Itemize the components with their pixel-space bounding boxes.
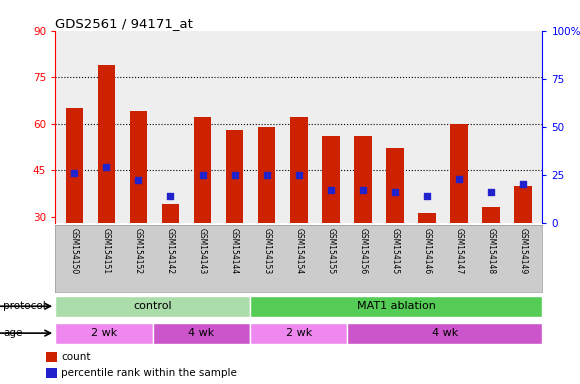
Text: GSM154152: GSM154152	[134, 228, 143, 274]
Text: GSM154142: GSM154142	[166, 228, 175, 274]
Bar	[55, 323, 153, 344]
Text: 4 wk: 4 wk	[432, 328, 458, 338]
Bar	[250, 323, 347, 344]
Text: 2 wk: 2 wk	[285, 328, 312, 338]
Text: count: count	[61, 352, 90, 362]
Text: GSM154143: GSM154143	[198, 228, 207, 274]
Text: GSM154156: GSM154156	[358, 228, 367, 274]
Point	[102, 164, 111, 170]
Text: GSM154153: GSM154153	[262, 228, 271, 274]
Point	[519, 181, 528, 187]
Point	[454, 175, 463, 182]
Point	[134, 177, 143, 184]
Bar	[97, 65, 115, 223]
Bar	[250, 296, 542, 317]
Bar	[322, 136, 339, 223]
Point	[262, 172, 271, 178]
Bar	[450, 124, 468, 223]
Text: protocol: protocol	[3, 301, 46, 311]
Bar	[418, 214, 436, 223]
Point	[422, 193, 432, 199]
Point	[294, 172, 303, 178]
Bar	[46, 368, 57, 377]
Text: GSM154154: GSM154154	[294, 228, 303, 274]
Bar	[129, 111, 147, 223]
Bar	[55, 296, 250, 317]
Bar	[514, 185, 532, 223]
Point	[166, 193, 175, 199]
Text: MAT1 ablation: MAT1 ablation	[357, 301, 436, 311]
Text: GSM154146: GSM154146	[422, 228, 432, 274]
Bar	[482, 207, 500, 223]
Point	[390, 189, 400, 195]
Text: GSM154147: GSM154147	[455, 228, 463, 274]
Bar	[226, 130, 244, 223]
Bar	[290, 118, 307, 223]
Bar	[386, 148, 404, 223]
Bar	[162, 204, 179, 223]
Point	[358, 187, 368, 193]
Bar	[354, 136, 372, 223]
Text: percentile rank within the sample: percentile rank within the sample	[61, 367, 237, 377]
Text: GSM154151: GSM154151	[102, 228, 111, 274]
Text: 2 wk: 2 wk	[90, 328, 117, 338]
Text: GSM154148: GSM154148	[487, 228, 495, 274]
Point	[487, 189, 496, 195]
Point	[198, 172, 207, 178]
Text: GSM154145: GSM154145	[390, 228, 400, 274]
Point	[326, 187, 335, 193]
Bar	[258, 127, 276, 223]
Text: 4 wk: 4 wk	[188, 328, 215, 338]
Bar	[347, 323, 542, 344]
Text: GSM154150: GSM154150	[70, 228, 79, 274]
Bar	[66, 108, 83, 223]
Text: GSM154149: GSM154149	[519, 228, 528, 274]
Text: control: control	[133, 301, 172, 311]
Bar	[46, 353, 57, 362]
Bar	[194, 118, 211, 223]
Text: age: age	[3, 328, 22, 338]
Text: GDS2561 / 94171_at: GDS2561 / 94171_at	[55, 17, 193, 30]
Bar	[153, 323, 250, 344]
Point	[70, 170, 79, 176]
Text: GSM154155: GSM154155	[327, 228, 335, 274]
Point	[230, 172, 239, 178]
Text: GSM154144: GSM154144	[230, 228, 239, 274]
